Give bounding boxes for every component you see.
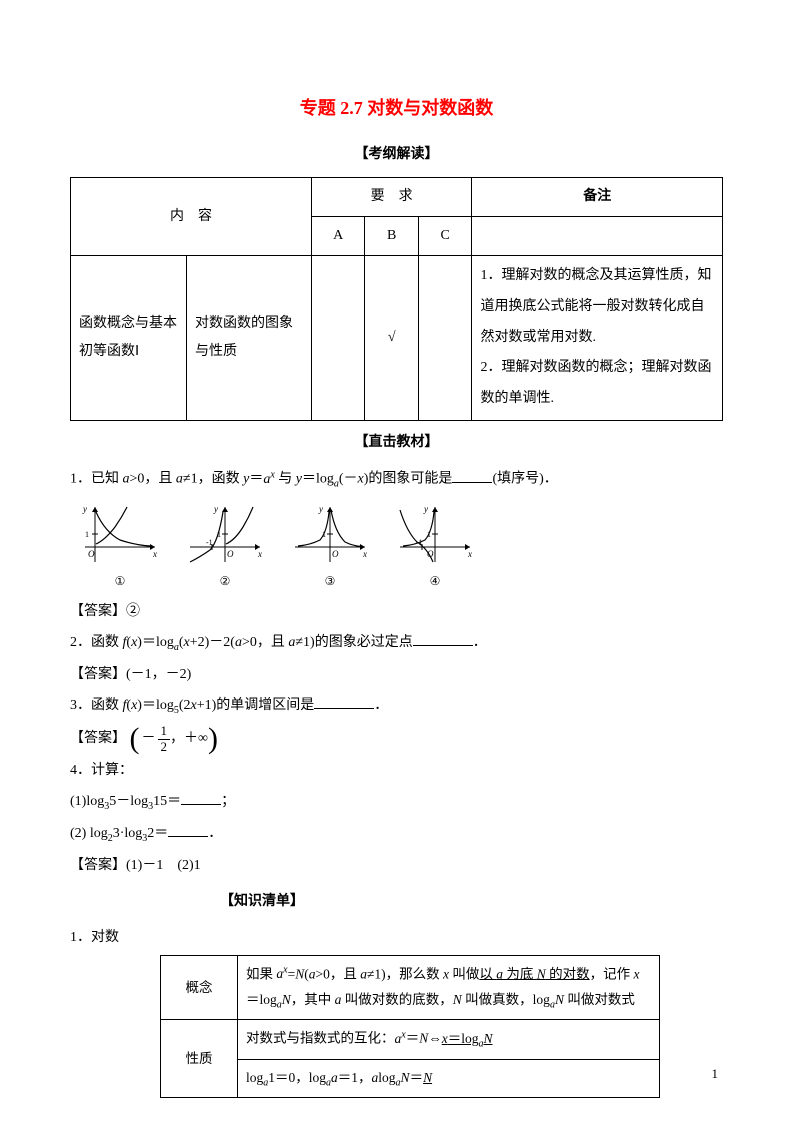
th-note: 备注 [472, 178, 723, 217]
question-4: 4．计算： [70, 757, 723, 785]
cell-concept: 函数概念与基本初等函数Ⅰ [71, 256, 187, 421]
outline-table: 内 容 要 求 备注 A B C 函数概念与基本初等函数Ⅰ 对数函数的图象与性质… [70, 177, 723, 421]
a3-prefix: 【答案】 [70, 731, 126, 746]
a3-num: 1 [158, 724, 171, 739]
answer-1: 【答案】② [70, 598, 723, 626]
graph-2: y x O -1 1 ② [185, 502, 265, 593]
t2-concept-text: 如果 ax=N(a>0，且 a≠1)，那么数 x 叫做以 a 为底 N 的对数，… [238, 955, 660, 1020]
graph-3: y x O 1 ③ [290, 502, 370, 593]
graph2-svg: y x O -1 1 [185, 502, 265, 567]
cell-b-check: √ [365, 256, 418, 421]
graph4-label: ④ [430, 569, 441, 593]
graph3-label: ③ [325, 569, 336, 593]
graph3-svg: y x O 1 [290, 502, 370, 567]
cell-notes: 1．理解对数的概念及其运算性质，知道用换底公式能将一般对数转化成自然对数或常用对… [472, 256, 723, 421]
svg-text:x: x [152, 549, 157, 559]
graph-4: y x O -1 1 ④ [395, 502, 475, 593]
col-b: B [365, 217, 418, 256]
svg-text:x: x [467, 549, 472, 559]
question-4b: (2) log23·log32＝． [70, 820, 723, 849]
graph-1: y x O 1 ① [80, 502, 160, 593]
page-number: 1 [712, 1061, 719, 1087]
answer-2: 【答案】(－1，－2) [70, 661, 723, 689]
question-3: 3．函数 f(x)＝log5(2x+1)的单调增区间是． [70, 692, 723, 721]
svg-text:O: O [227, 549, 234, 559]
svg-text:1: 1 [85, 530, 89, 539]
answer-4: 【答案】(1)－1 (2)1 [70, 852, 723, 880]
graph1-label: ① [115, 569, 126, 593]
section-textbook: 【直击教材】 [70, 429, 723, 457]
a3-den: 2 [158, 740, 171, 754]
section-knowledge: 【知识清单】 [220, 888, 723, 916]
t2-prop-b: loga1＝0，logaa＝1，alogaN＝N [238, 1059, 660, 1098]
col-a: A [311, 217, 365, 256]
question-4a: (1)log35－log315＝； [70, 788, 723, 817]
graph4-svg: y x O -1 1 [395, 502, 475, 567]
knowledge-table: 概念 如果 ax=N(a>0，且 a≠1)，那么数 x 叫做以 a 为底 N 的… [160, 955, 660, 1099]
graph1-svg: y x O 1 [80, 502, 160, 567]
t2-prop-a: 对数式与指数式的互化：ax＝N⇔x＝logaN [238, 1020, 660, 1059]
question-1: 1．已知 a>0，且 a≠1，函数 y＝ax 与 y＝loga(－x)的图象可能… [70, 465, 723, 494]
knowledge-1: 1．对数 [70, 924, 723, 952]
t2-prop-hdr: 性质 [161, 1020, 238, 1098]
question-2: 2．函数 f(x)＝loga(x+2)－2(a>0，且 a≠1)的图象必过定点． [70, 629, 723, 658]
svg-text:x: x [362, 549, 367, 559]
note-line2: 2．理解对数函数的概念；理解对数函数的单调性. [480, 353, 714, 415]
cell-c [418, 256, 471, 421]
cell-topic: 对数函数的图象与性质 [187, 256, 312, 421]
a3-rest: ，＋∞ [170, 725, 208, 753]
graph2-label: ② [220, 569, 231, 593]
q1-prefix: 1．已知 [70, 472, 123, 487]
col-c: C [418, 217, 471, 256]
t2-concept-hdr: 概念 [161, 955, 238, 1020]
svg-text:y: y [213, 504, 218, 514]
svg-text:O: O [332, 549, 339, 559]
note-line1: 1．理解对数的概念及其运算性质，知道用换底公式能将一般对数转化成自然对数或常用对… [480, 261, 714, 353]
svg-text:x: x [257, 549, 262, 559]
svg-text:y: y [82, 504, 87, 514]
svg-text:y: y [423, 504, 428, 514]
svg-text:O: O [88, 549, 95, 559]
th-content: 内 容 [71, 178, 312, 256]
cell-a [311, 256, 365, 421]
note-empty [472, 217, 723, 256]
graphs-row: y x O 1 ① y x O -1 1 ② [80, 502, 723, 593]
svg-text:y: y [318, 504, 323, 514]
answer-3: 【答案】 ( － 12 ，＋∞ ) [70, 724, 723, 754]
page-title: 专题 2.7 对数与对数函数 [70, 90, 723, 126]
th-req: 要 求 [311, 178, 472, 217]
section-outline: 【考纲解读】 [70, 141, 723, 169]
